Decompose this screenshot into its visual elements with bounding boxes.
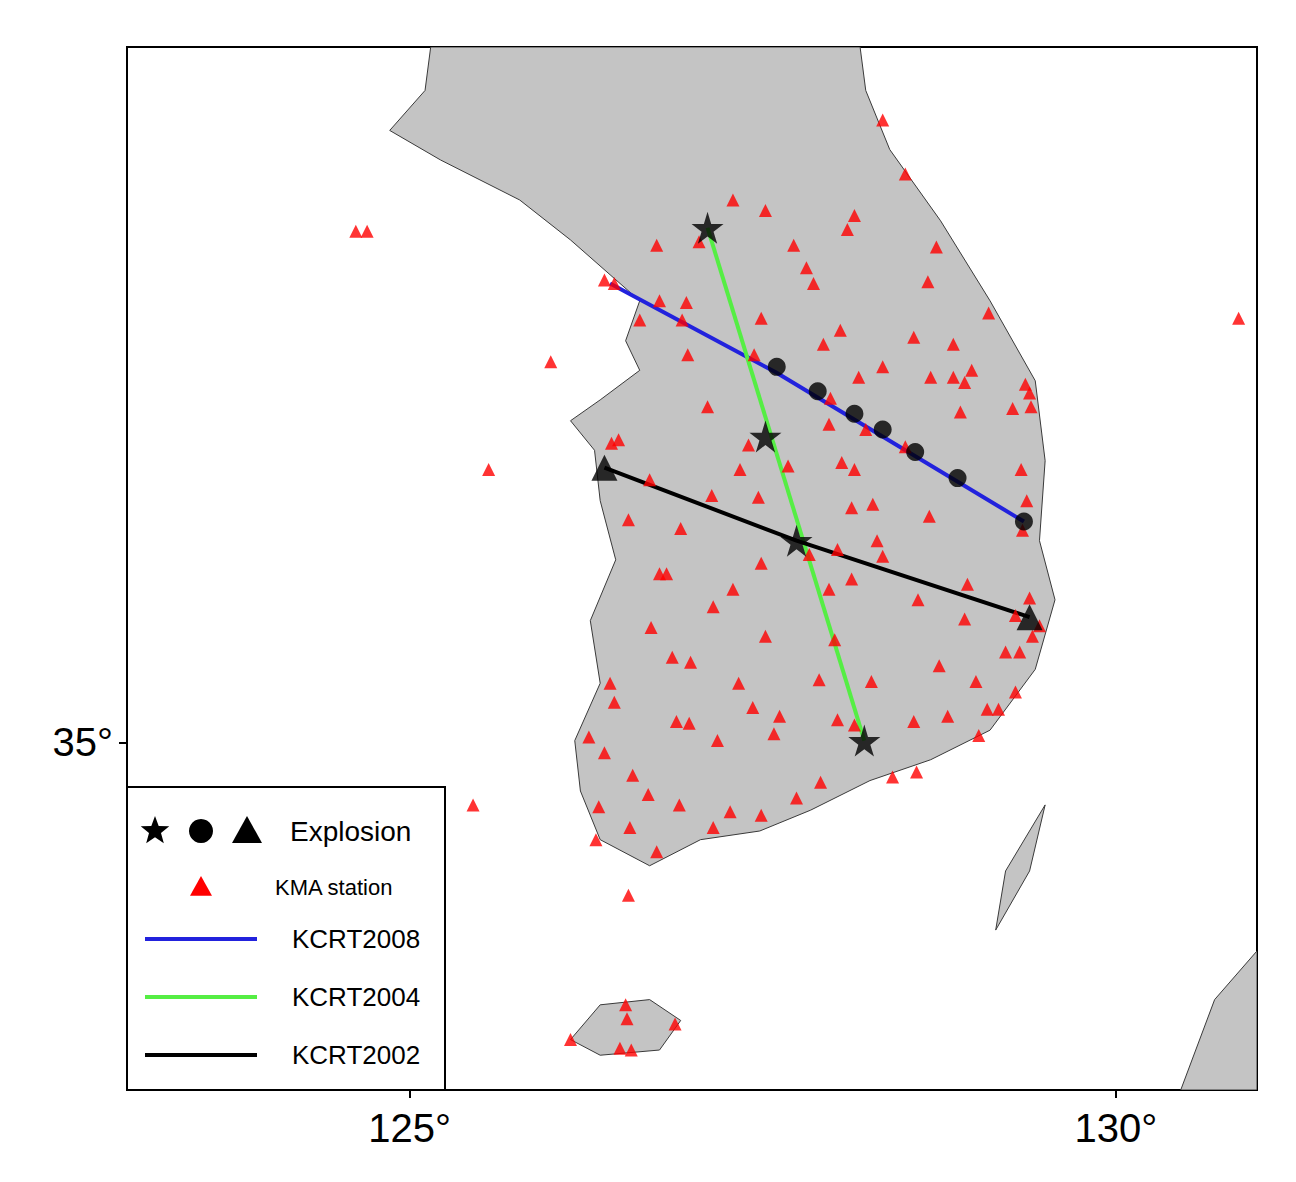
- svg-text:130°: 130°: [1074, 1106, 1157, 1150]
- svg-text:KMA station: KMA station: [275, 875, 392, 900]
- svg-text:Explosion: Explosion: [290, 816, 411, 847]
- svg-text:KCRT2004: KCRT2004: [292, 982, 420, 1012]
- svg-text:125°: 125°: [368, 1106, 451, 1150]
- svg-text:35°: 35°: [53, 720, 114, 764]
- svg-text:KCRT2008: KCRT2008: [292, 924, 420, 954]
- svg-text:KCRT2002: KCRT2002: [292, 1040, 420, 1070]
